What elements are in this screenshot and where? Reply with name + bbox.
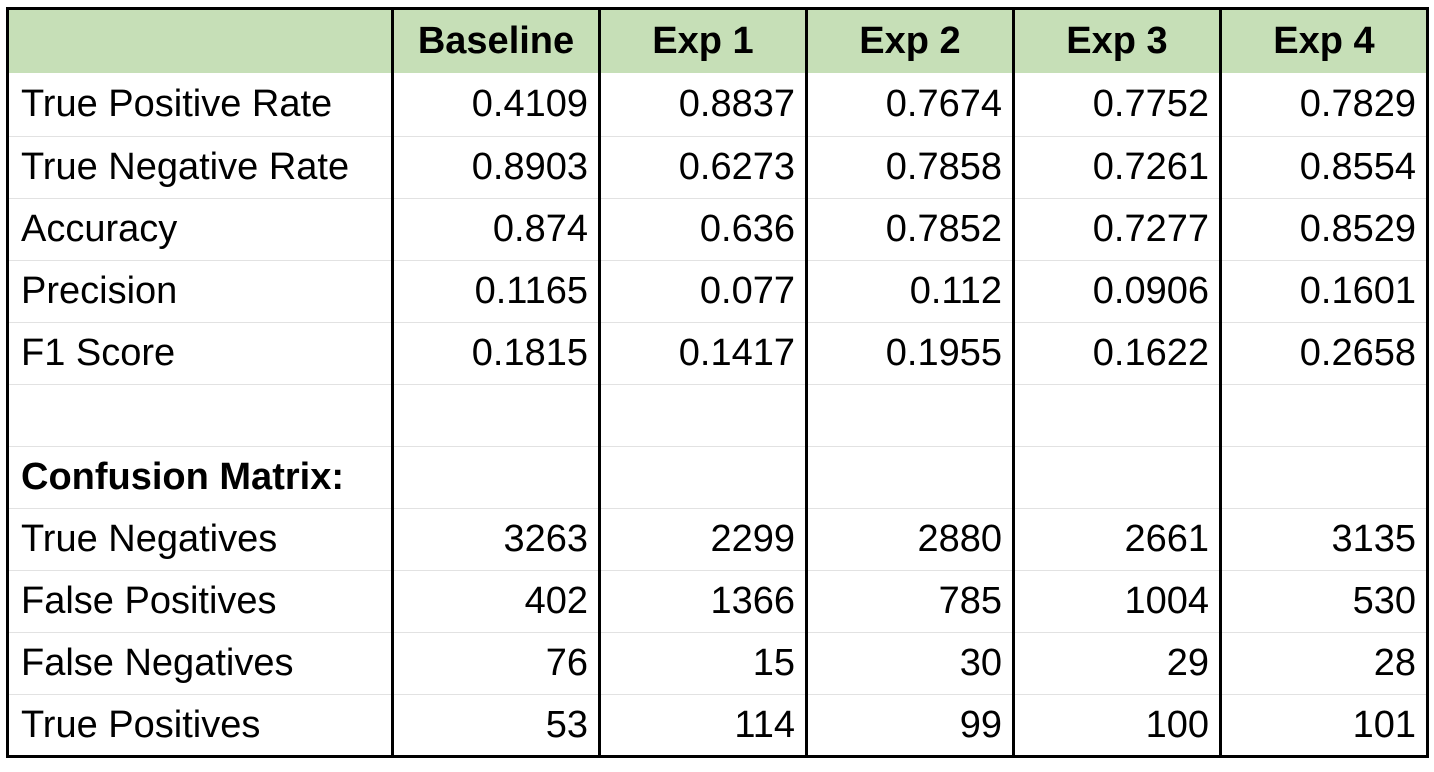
cell-exp3[interactable]: 0.7261 [1012, 136, 1221, 199]
cell-exp1[interactable]: 114 [598, 694, 807, 758]
row-label-false-positives[interactable]: False Positives [6, 570, 393, 633]
empty-cell[interactable] [391, 446, 600, 509]
header-cell-exp2[interactable]: Exp 2 [805, 7, 1014, 73]
row-label-precision[interactable]: Precision [6, 260, 393, 323]
results-table: Baseline Exp 1 Exp 2 Exp 3 Exp 4 True Po… [6, 7, 1429, 758]
cell-baseline[interactable]: 76 [391, 632, 600, 695]
cell-exp3[interactable]: 0.1622 [1012, 322, 1221, 385]
cell-exp2[interactable]: 785 [805, 570, 1014, 633]
cell-exp3[interactable]: 0.7752 [1012, 72, 1221, 137]
cell-baseline[interactable]: 3263 [391, 508, 600, 571]
cell-baseline[interactable]: 0.874 [391, 198, 600, 261]
row-label-true-negative-rate[interactable]: True Negative Rate [6, 136, 393, 199]
cell-exp2[interactable]: 0.7674 [805, 72, 1014, 137]
row-label-accuracy[interactable]: Accuracy [6, 198, 393, 261]
confusion-matrix-title[interactable]: Confusion Matrix: [6, 446, 393, 509]
table-row: False Negatives 76 15 30 29 28 [6, 632, 1429, 695]
cell-exp3[interactable]: 0.0906 [1012, 260, 1221, 323]
table-row: False Positives 402 1366 785 1004 530 [6, 570, 1429, 633]
header-cell-exp3[interactable]: Exp 3 [1012, 7, 1221, 73]
table-row: True Positives 53 114 99 100 101 [6, 694, 1429, 758]
cell-exp4[interactable]: 101 [1219, 694, 1429, 758]
cell-exp2[interactable]: 0.112 [805, 260, 1014, 323]
empty-cell[interactable] [598, 384, 807, 447]
empty-cell[interactable] [6, 384, 393, 447]
header-cell-baseline[interactable]: Baseline [391, 7, 600, 73]
header-row: Baseline Exp 1 Exp 2 Exp 3 Exp 4 [6, 7, 1429, 73]
cell-exp2[interactable]: 30 [805, 632, 1014, 695]
cell-exp3[interactable]: 1004 [1012, 570, 1221, 633]
table-row: True Negatives 3263 2299 2880 2661 3135 [6, 508, 1429, 571]
cell-baseline[interactable]: 402 [391, 570, 600, 633]
cell-exp4[interactable]: 0.2658 [1219, 322, 1429, 385]
cell-exp1[interactable]: 1366 [598, 570, 807, 633]
row-label-f1-score[interactable]: F1 Score [6, 322, 393, 385]
cell-exp1[interactable]: 0.636 [598, 198, 807, 261]
empty-cell[interactable] [1219, 384, 1429, 447]
cell-exp1[interactable]: 2299 [598, 508, 807, 571]
table-row: True Negative Rate 0.8903 0.6273 0.7858 … [6, 136, 1429, 199]
cell-exp4[interactable]: 3135 [1219, 508, 1429, 571]
cell-exp3[interactable]: 0.7277 [1012, 198, 1221, 261]
empty-cell[interactable] [391, 384, 600, 447]
cell-exp2[interactable]: 0.7852 [805, 198, 1014, 261]
cell-exp3[interactable]: 29 [1012, 632, 1221, 695]
cell-exp4[interactable]: 28 [1219, 632, 1429, 695]
empty-cell[interactable] [598, 446, 807, 509]
cell-exp3[interactable]: 2661 [1012, 508, 1221, 571]
cell-exp4[interactable]: 0.8554 [1219, 136, 1429, 199]
header-cell-blank[interactable] [6, 7, 393, 73]
row-label-true-negatives[interactable]: True Negatives [6, 508, 393, 571]
table-row: F1 Score 0.1815 0.1417 0.1955 0.1622 0.2… [6, 322, 1429, 385]
table-row-empty [6, 384, 1429, 447]
cell-exp2[interactable]: 2880 [805, 508, 1014, 571]
table-row: True Positive Rate 0.4109 0.8837 0.7674 … [6, 72, 1429, 137]
cell-exp1[interactable]: 0.077 [598, 260, 807, 323]
header-cell-exp4[interactable]: Exp 4 [1219, 7, 1429, 73]
cell-exp4[interactable]: 0.7829 [1219, 72, 1429, 137]
cell-baseline[interactable]: 0.1165 [391, 260, 600, 323]
table-row: Precision 0.1165 0.077 0.112 0.0906 0.16… [6, 260, 1429, 323]
cell-baseline[interactable]: 0.4109 [391, 72, 600, 137]
cell-exp4[interactable]: 530 [1219, 570, 1429, 633]
cell-exp1[interactable]: 0.6273 [598, 136, 807, 199]
empty-cell[interactable] [1012, 384, 1221, 447]
row-label-false-negatives[interactable]: False Negatives [6, 632, 393, 695]
empty-cell[interactable] [1219, 446, 1429, 509]
confusion-title-row: Confusion Matrix: [6, 446, 1429, 509]
cell-exp2[interactable]: 0.1955 [805, 322, 1014, 385]
cell-exp4[interactable]: 0.8529 [1219, 198, 1429, 261]
cell-baseline[interactable]: 0.1815 [391, 322, 600, 385]
empty-cell[interactable] [805, 446, 1014, 509]
empty-cell[interactable] [805, 384, 1014, 447]
cell-baseline[interactable]: 53 [391, 694, 600, 758]
cell-baseline[interactable]: 0.8903 [391, 136, 600, 199]
cell-exp2[interactable]: 99 [805, 694, 1014, 758]
cell-exp1[interactable]: 0.8837 [598, 72, 807, 137]
cell-exp1[interactable]: 15 [598, 632, 807, 695]
row-label-true-positive-rate[interactable]: True Positive Rate [6, 72, 393, 137]
cell-exp4[interactable]: 0.1601 [1219, 260, 1429, 323]
cell-exp2[interactable]: 0.7858 [805, 136, 1014, 199]
table-row: Accuracy 0.874 0.636 0.7852 0.7277 0.852… [6, 198, 1429, 261]
cell-exp3[interactable]: 100 [1012, 694, 1221, 758]
cell-exp1[interactable]: 0.1417 [598, 322, 807, 385]
header-cell-exp1[interactable]: Exp 1 [598, 7, 807, 73]
row-label-true-positives[interactable]: True Positives [6, 694, 393, 758]
empty-cell[interactable] [1012, 446, 1221, 509]
